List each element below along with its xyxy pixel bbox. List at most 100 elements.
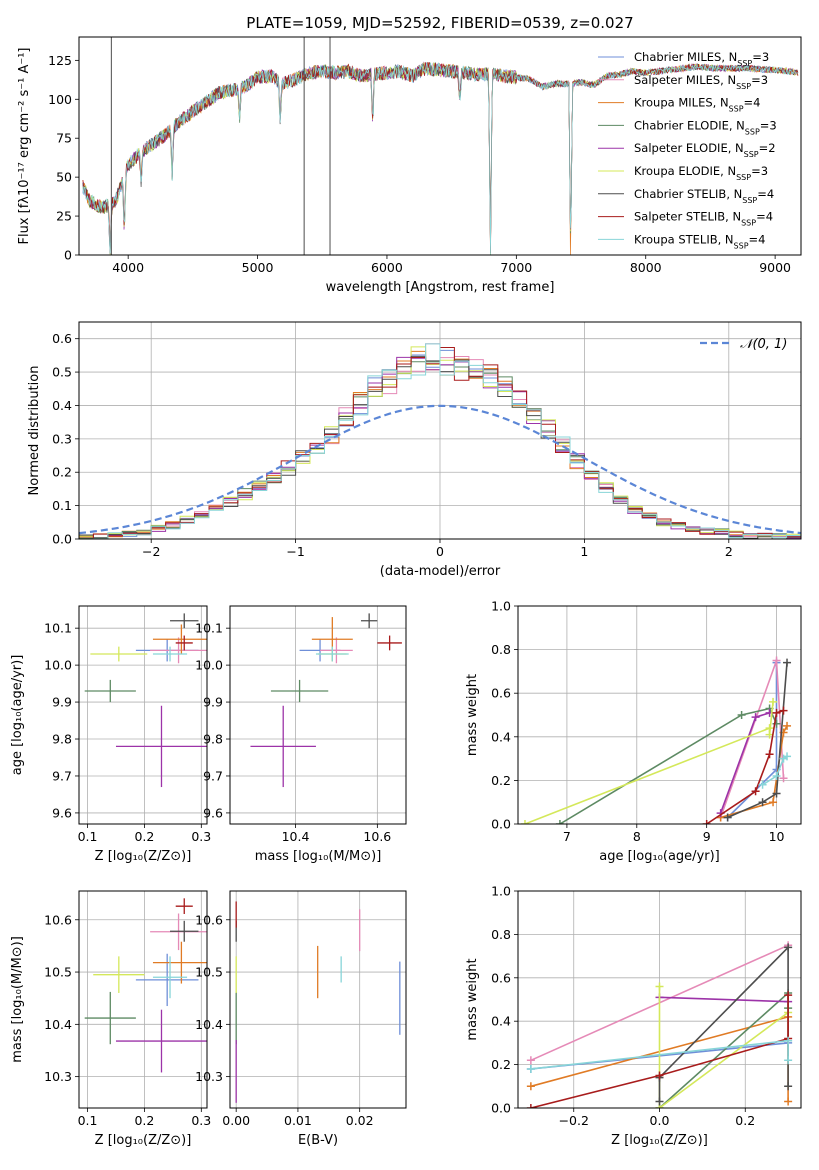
- x-axis-label: wavelength [Angstrom, rest frame]: [326, 280, 555, 295]
- errorbar-point-chabrier-stelib: [360, 613, 378, 629]
- legend-entry-salpeter-elodie-n-ssp-2: Salpeter ELODIE, NSSP=2: [634, 141, 776, 159]
- plus-marker: [783, 721, 792, 730]
- y-tick-label: 0.0: [491, 1101, 511, 1116]
- mass-weight-vs-age-panel: 7 8 9 10 0.0 0.2 0.4 0.6 0.8 1.0 age [log₁₀(age/yr…: [465, 599, 802, 864]
- plus-marker: [783, 658, 792, 667]
- y-axis-label: Flux [fλ10⁻¹⁷ erg cm⁻² s⁻¹ A⁻¹]: [17, 48, 32, 245]
- series-line: [727, 662, 788, 819]
- errorbar-point-chabrier-miles: [135, 953, 199, 1007]
- plus-marker: [758, 798, 767, 807]
- y-tick-label: 10.5: [195, 965, 223, 980]
- errorbar-point-salpeter-stelib: [175, 898, 193, 915]
- plus-marker: [526, 1064, 535, 1073]
- spectrum-line-chabrier-stelib-n-ssp-4: [82, 62, 799, 254]
- weight-line-chabrier-elodie: [655, 988, 793, 1108]
- series-line: [658, 991, 789, 1108]
- axes-frame: [517, 890, 802, 1109]
- y-tick-label: 9.9: [203, 695, 223, 710]
- y-tick-label: 0.4: [491, 729, 511, 744]
- y-tick-label: 1.0: [491, 599, 511, 614]
- errorbar-point-kroupa-miles: [152, 624, 207, 655]
- errorbar-point-chabrier-elodie: [84, 991, 136, 1045]
- x-tick-label: 8: [633, 829, 641, 844]
- y-tick-label: 50: [56, 170, 72, 185]
- y-tick-label: 1.0: [491, 884, 511, 899]
- x-tick-label: 0: [436, 544, 444, 559]
- errorbar-point-kroupa-miles: [152, 941, 207, 984]
- x-tick-label: 0.1: [78, 1113, 98, 1128]
- errorbar-point-kroupa-elodie: [90, 646, 148, 662]
- age-vs-metallicity-panel: 0.1 0.2 0.3 9.6 9.7 9.8 9.9 10.0 10.1 Z [log₁₀(Z/…: [10, 605, 211, 864]
- series-line: [659, 996, 789, 1003]
- series-line: [658, 945, 789, 1102]
- weight-line-salpeter-stelib: [702, 706, 788, 824]
- spectrum-line-kroupa-stelib-n-ssp-4: [82, 62, 799, 255]
- plot-area: [84, 613, 207, 788]
- legend-entry-chabrier-elodie-n-ssp-3: Chabrier ELODIE, NSSP=3: [634, 118, 777, 136]
- y-tick-label: 9.6: [52, 805, 72, 820]
- y-tick-label: 0.2: [52, 465, 72, 480]
- series-line: [530, 995, 789, 1108]
- plus-marker: [779, 706, 788, 715]
- x-tick-label: 0.1: [78, 829, 98, 844]
- y-tick-label: 0.0: [52, 532, 72, 547]
- errorbar-point-salpeter-stelib: [377, 635, 402, 651]
- errorbar-point-kroupa-stelib: [152, 956, 188, 999]
- plus-marker: [526, 1104, 535, 1108]
- plus-marker: [784, 943, 793, 952]
- legend-entry-normal: 𝒩(0, 1): [740, 337, 787, 352]
- y-tick-label: 10.0: [195, 658, 223, 673]
- errorbar-point-chabrier-elodie: [84, 679, 136, 703]
- y-tick-label: 10.1: [195, 621, 223, 636]
- plus-marker: [765, 750, 774, 759]
- errorbar-point-salpeter-miles: [150, 637, 207, 664]
- x-axis-label: Z [log₁₀(Z/Z⊙)]: [95, 849, 192, 864]
- plus-marker: [769, 798, 778, 807]
- plus-marker: [783, 752, 792, 761]
- x-axis-label: Z [log₁₀(Z/Z⊙)]: [95, 1133, 192, 1148]
- axes-frame: [229, 605, 407, 825]
- y-tick-label: 0.4: [52, 398, 72, 413]
- y-tick-label: 9.6: [203, 805, 223, 820]
- plot-area: [520, 656, 792, 824]
- x-tick-label: 0.3: [191, 829, 211, 844]
- spectrum-line-salpeter-elodie-n-ssp-2: [82, 61, 799, 254]
- axes-frame: [78, 605, 208, 825]
- plus-marker: [555, 820, 564, 824]
- axes-frame: [517, 605, 802, 825]
- y-tick-label: 10.4: [44, 1017, 72, 1032]
- y-tick-label: 9.9: [52, 695, 72, 710]
- plot-area: [82, 37, 799, 255]
- plus-marker: [655, 1097, 664, 1106]
- x-axis-label: mass [log₁₀(M/M⊙)]: [255, 849, 382, 864]
- plus-marker: [758, 780, 767, 789]
- y-tick-label: 0.4: [491, 1014, 511, 1029]
- plus-marker: [526, 1082, 535, 1091]
- series-line: [762, 755, 788, 786]
- errorbar-point-chabrier-stelib: [170, 920, 199, 942]
- x-tick-label: 9: [703, 829, 711, 844]
- errorbar-point-salpeter-elodie: [115, 705, 207, 788]
- spectrum-line-kroupa-miles-n-ssp-4: [82, 62, 799, 255]
- plus-marker: [655, 982, 664, 991]
- y-axis-label: mass weight: [465, 674, 480, 756]
- spectrum-legend: Chabrier MILES, NSSP=3 Salpeter MILES, NS…: [598, 50, 777, 250]
- y-axis-label: Normed distribution: [27, 366, 42, 496]
- axes-frame: [78, 321, 802, 540]
- mass-weight-vs-metallicity-panel: −0.2 0.0 0.2 0.0 0.2 0.4 0.6 0.8 1.0 Z [log₁₀(Z/Z…: [465, 884, 802, 1148]
- plus-marker: [751, 787, 760, 796]
- y-tick-label: 0.6: [491, 686, 511, 701]
- y-tick-label: 75: [56, 131, 72, 146]
- x-axis-label: (data-model)/error: [380, 564, 501, 579]
- errorbar-point-salpeter-miles: [320, 637, 353, 664]
- y-tick-label: 10.6: [44, 912, 72, 927]
- y-tick-label: 0.6: [491, 970, 511, 985]
- x-tick-label: 0.02: [346, 1113, 374, 1128]
- legend-entry-kroupa-stelib-n-ssp-4: Kroupa STELIB, NSSP=4: [634, 232, 765, 250]
- plus-marker: [772, 708, 781, 717]
- x-tick-label: 10: [769, 829, 785, 844]
- y-tick-label: 0.2: [491, 1057, 511, 1072]
- axes-frame: [78, 890, 208, 1109]
- x-tick-label: 6000: [371, 260, 403, 275]
